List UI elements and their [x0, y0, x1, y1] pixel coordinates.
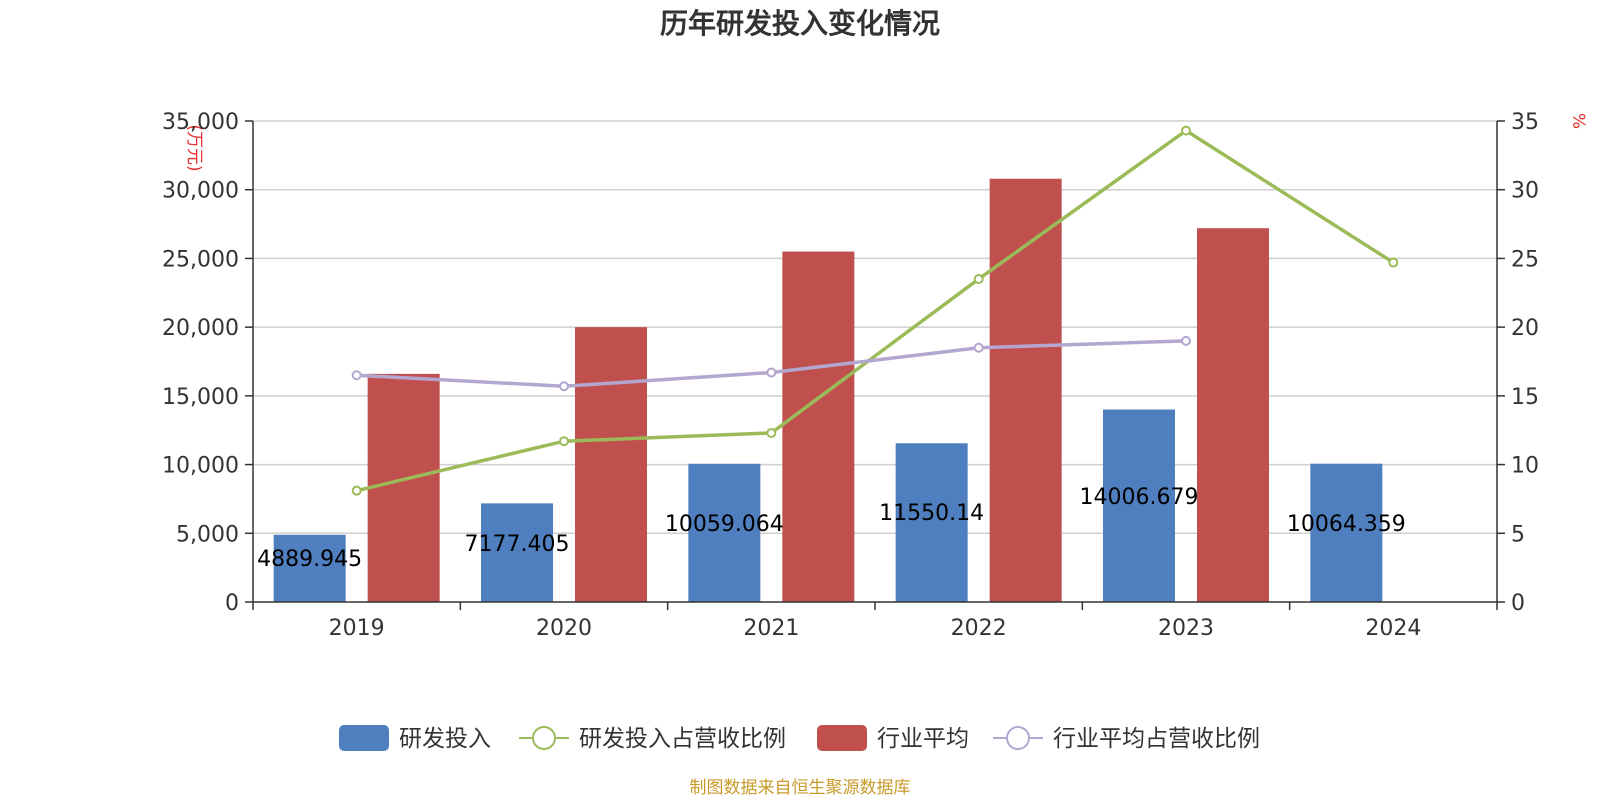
x-axis-tick-label: 2020 — [536, 616, 592, 641]
series-point-3 — [766, 367, 777, 378]
right-axis-tick-label: 20 — [1511, 316, 1539, 341]
series-point-1 — [766, 427, 777, 438]
bar-data-label: 4889.945 — [257, 547, 362, 572]
legend-label-1: 研发投入占营收比例 — [579, 726, 786, 752]
x-axis-tick-label: 2021 — [743, 616, 799, 641]
series-point-3 — [973, 342, 984, 353]
right-axis-tick-label: 25 — [1511, 247, 1539, 272]
right-axis-tick-label: 15 — [1511, 385, 1539, 410]
bar-data-label: 11550.14 — [879, 501, 984, 526]
chart-title: 历年研发投入变化情况 — [660, 7, 940, 40]
left-axis-tick-label: 0 — [225, 591, 239, 616]
bar-rd — [273, 534, 346, 602]
right-axis-tick-label: 10 — [1511, 454, 1539, 479]
legend-marker-3 — [1006, 726, 1030, 750]
grid-lines — [253, 120, 1497, 535]
bar-industry — [1197, 228, 1269, 603]
bar-industry — [782, 251, 855, 603]
right-axis-tick-label: 0 — [1511, 591, 1525, 616]
left-axis-tick-label: 35,000 — [162, 110, 239, 135]
left-axis-tick-label: 10,000 — [162, 454, 239, 479]
right-axis-tick-label: 35 — [1511, 110, 1539, 135]
legend-swatch-0 — [339, 725, 389, 751]
series-point-1 — [1388, 257, 1399, 268]
bar-industry — [367, 373, 440, 602]
left-axis-tick-label: 25,000 — [162, 247, 239, 272]
lines-group — [351, 125, 1399, 496]
series-point-1 — [559, 436, 569, 447]
bar-industry — [575, 327, 647, 602]
series-point-3 — [351, 370, 362, 381]
left-axis-tick-label: 20,000 — [162, 316, 239, 341]
x-axis-tick-label: 2022 — [951, 616, 1007, 641]
bar-data-label: 14006.679 — [1080, 485, 1199, 510]
left-axis-unit: (万元) — [184, 124, 204, 171]
legend-label-2: 行业平均 — [877, 726, 969, 752]
source-note: 制图数据来自恒生聚源数据库 — [690, 778, 911, 798]
left-axis-tick-label: 15,000 — [162, 385, 239, 410]
legend: 研发投入 研发投入占营收比例 行业平均 行业平均占营收比例 — [339, 725, 1260, 752]
data-labels-group: 4889.945 7177.405 10059.064 11550.14 14006.6… — [257, 485, 1406, 572]
axes-group: 0 5,000 10,000 15,000 20,000 25,000 30,000 35,0… — [162, 110, 1539, 641]
series-point-3 — [1181, 335, 1191, 346]
x-axis-tick-label: 2019 — [329, 616, 385, 641]
bar-rd — [481, 503, 553, 602]
left-axis-tick-label: 30,000 — [162, 179, 239, 204]
x-axis-tick-label: 2024 — [1365, 616, 1421, 641]
legend-swatch-2 — [817, 725, 867, 751]
legend-label-0: 研发投入 — [399, 726, 491, 752]
x-axis-tick-label: 2023 — [1158, 616, 1214, 641]
left-axis-tick-label: 5,000 — [176, 522, 239, 547]
right-axis-tick-label: 5 — [1511, 522, 1525, 547]
bar-data-label: 10059.064 — [665, 512, 784, 537]
right-axis-tick-label: 30 — [1511, 179, 1539, 204]
bar-rd — [1103, 409, 1175, 602]
bar-rd — [688, 463, 761, 602]
bar-rd — [895, 443, 968, 602]
right-axis-unit: % — [1568, 113, 1588, 129]
legend-marker-1 — [532, 726, 556, 750]
series-point-1 — [351, 485, 362, 496]
bars-group — [273, 178, 1383, 603]
bar-rd — [1310, 463, 1383, 602]
series-line-1 — [356, 128, 1395, 493]
series-point-1 — [1181, 125, 1191, 136]
series-point-1 — [973, 274, 984, 285]
bar-data-label: 7177.405 — [465, 532, 570, 557]
legend-label-3: 行业平均占营收比例 — [1053, 726, 1260, 752]
bar-data-label: 10064.359 — [1287, 512, 1406, 537]
series-point-3 — [559, 381, 569, 392]
bar-industry — [989, 178, 1062, 602]
